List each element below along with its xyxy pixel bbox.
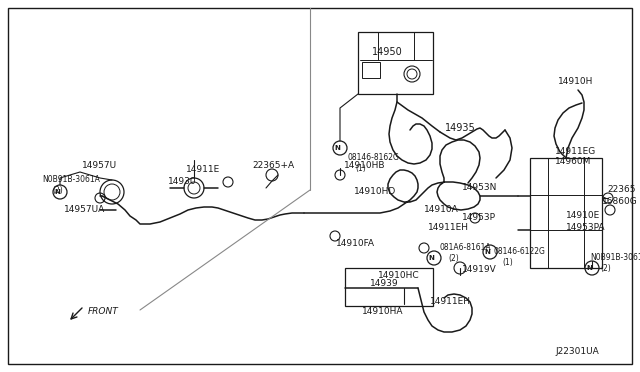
Text: (1): (1)	[355, 164, 365, 173]
Bar	[358, 32, 433, 94]
Text: 14953PA: 14953PA	[566, 222, 605, 231]
Text: 081A6-8161A: 081A6-8161A	[440, 244, 492, 253]
Text: 14910H: 14910H	[558, 77, 593, 87]
Bar	[345, 268, 433, 306]
Text: N: N	[428, 255, 434, 261]
Text: 14911EG: 14911EG	[555, 148, 596, 157]
Text: (2): (2)	[52, 186, 63, 195]
Text: 14911EH: 14911EH	[428, 224, 469, 232]
Text: 22365+A: 22365+A	[252, 160, 294, 170]
Text: 14935: 14935	[445, 123, 476, 133]
Text: N: N	[334, 145, 340, 151]
Text: (1): (1)	[502, 257, 513, 266]
Text: 14960M: 14960M	[555, 157, 591, 167]
Text: 14911E: 14911E	[186, 166, 220, 174]
Bar	[530, 158, 602, 268]
Text: (2): (2)	[448, 253, 459, 263]
Text: 14919V: 14919V	[462, 266, 497, 275]
Text: N: N	[484, 249, 490, 255]
Text: N0B91B-3061A: N0B91B-3061A	[590, 253, 640, 263]
Text: 14957UA: 14957UA	[64, 205, 105, 215]
Text: 14953P: 14953P	[462, 214, 496, 222]
Text: 14939: 14939	[370, 279, 399, 289]
Text: 14910A: 14910A	[424, 205, 459, 215]
Text: FRONT: FRONT	[88, 308, 119, 317]
Text: 14953N: 14953N	[462, 183, 497, 192]
Text: 16860G: 16860G	[602, 198, 637, 206]
Text: 14930: 14930	[168, 177, 196, 186]
Text: N: N	[54, 189, 60, 195]
Text: 14910HC: 14910HC	[378, 270, 420, 279]
Text: J22301UA: J22301UA	[555, 347, 599, 356]
Text: (2): (2)	[600, 263, 611, 273]
Text: 14910E: 14910E	[566, 211, 600, 219]
Text: 14910HB: 14910HB	[344, 161, 385, 170]
Text: 14910FA: 14910FA	[336, 240, 375, 248]
Text: 08146-6122G: 08146-6122G	[494, 247, 546, 257]
Text: N: N	[586, 265, 592, 271]
Text: 22365: 22365	[607, 186, 636, 195]
Text: 14911EH: 14911EH	[430, 298, 471, 307]
Text: 14910HA: 14910HA	[362, 308, 403, 317]
Bar	[362, 62, 380, 78]
Text: N0B91B-3061A: N0B91B-3061A	[42, 176, 100, 185]
Text: 14910HD: 14910HD	[354, 187, 396, 196]
Text: 08146-8162G: 08146-8162G	[347, 154, 399, 163]
Text: 14950: 14950	[372, 47, 403, 57]
Text: 14957U: 14957U	[82, 160, 117, 170]
